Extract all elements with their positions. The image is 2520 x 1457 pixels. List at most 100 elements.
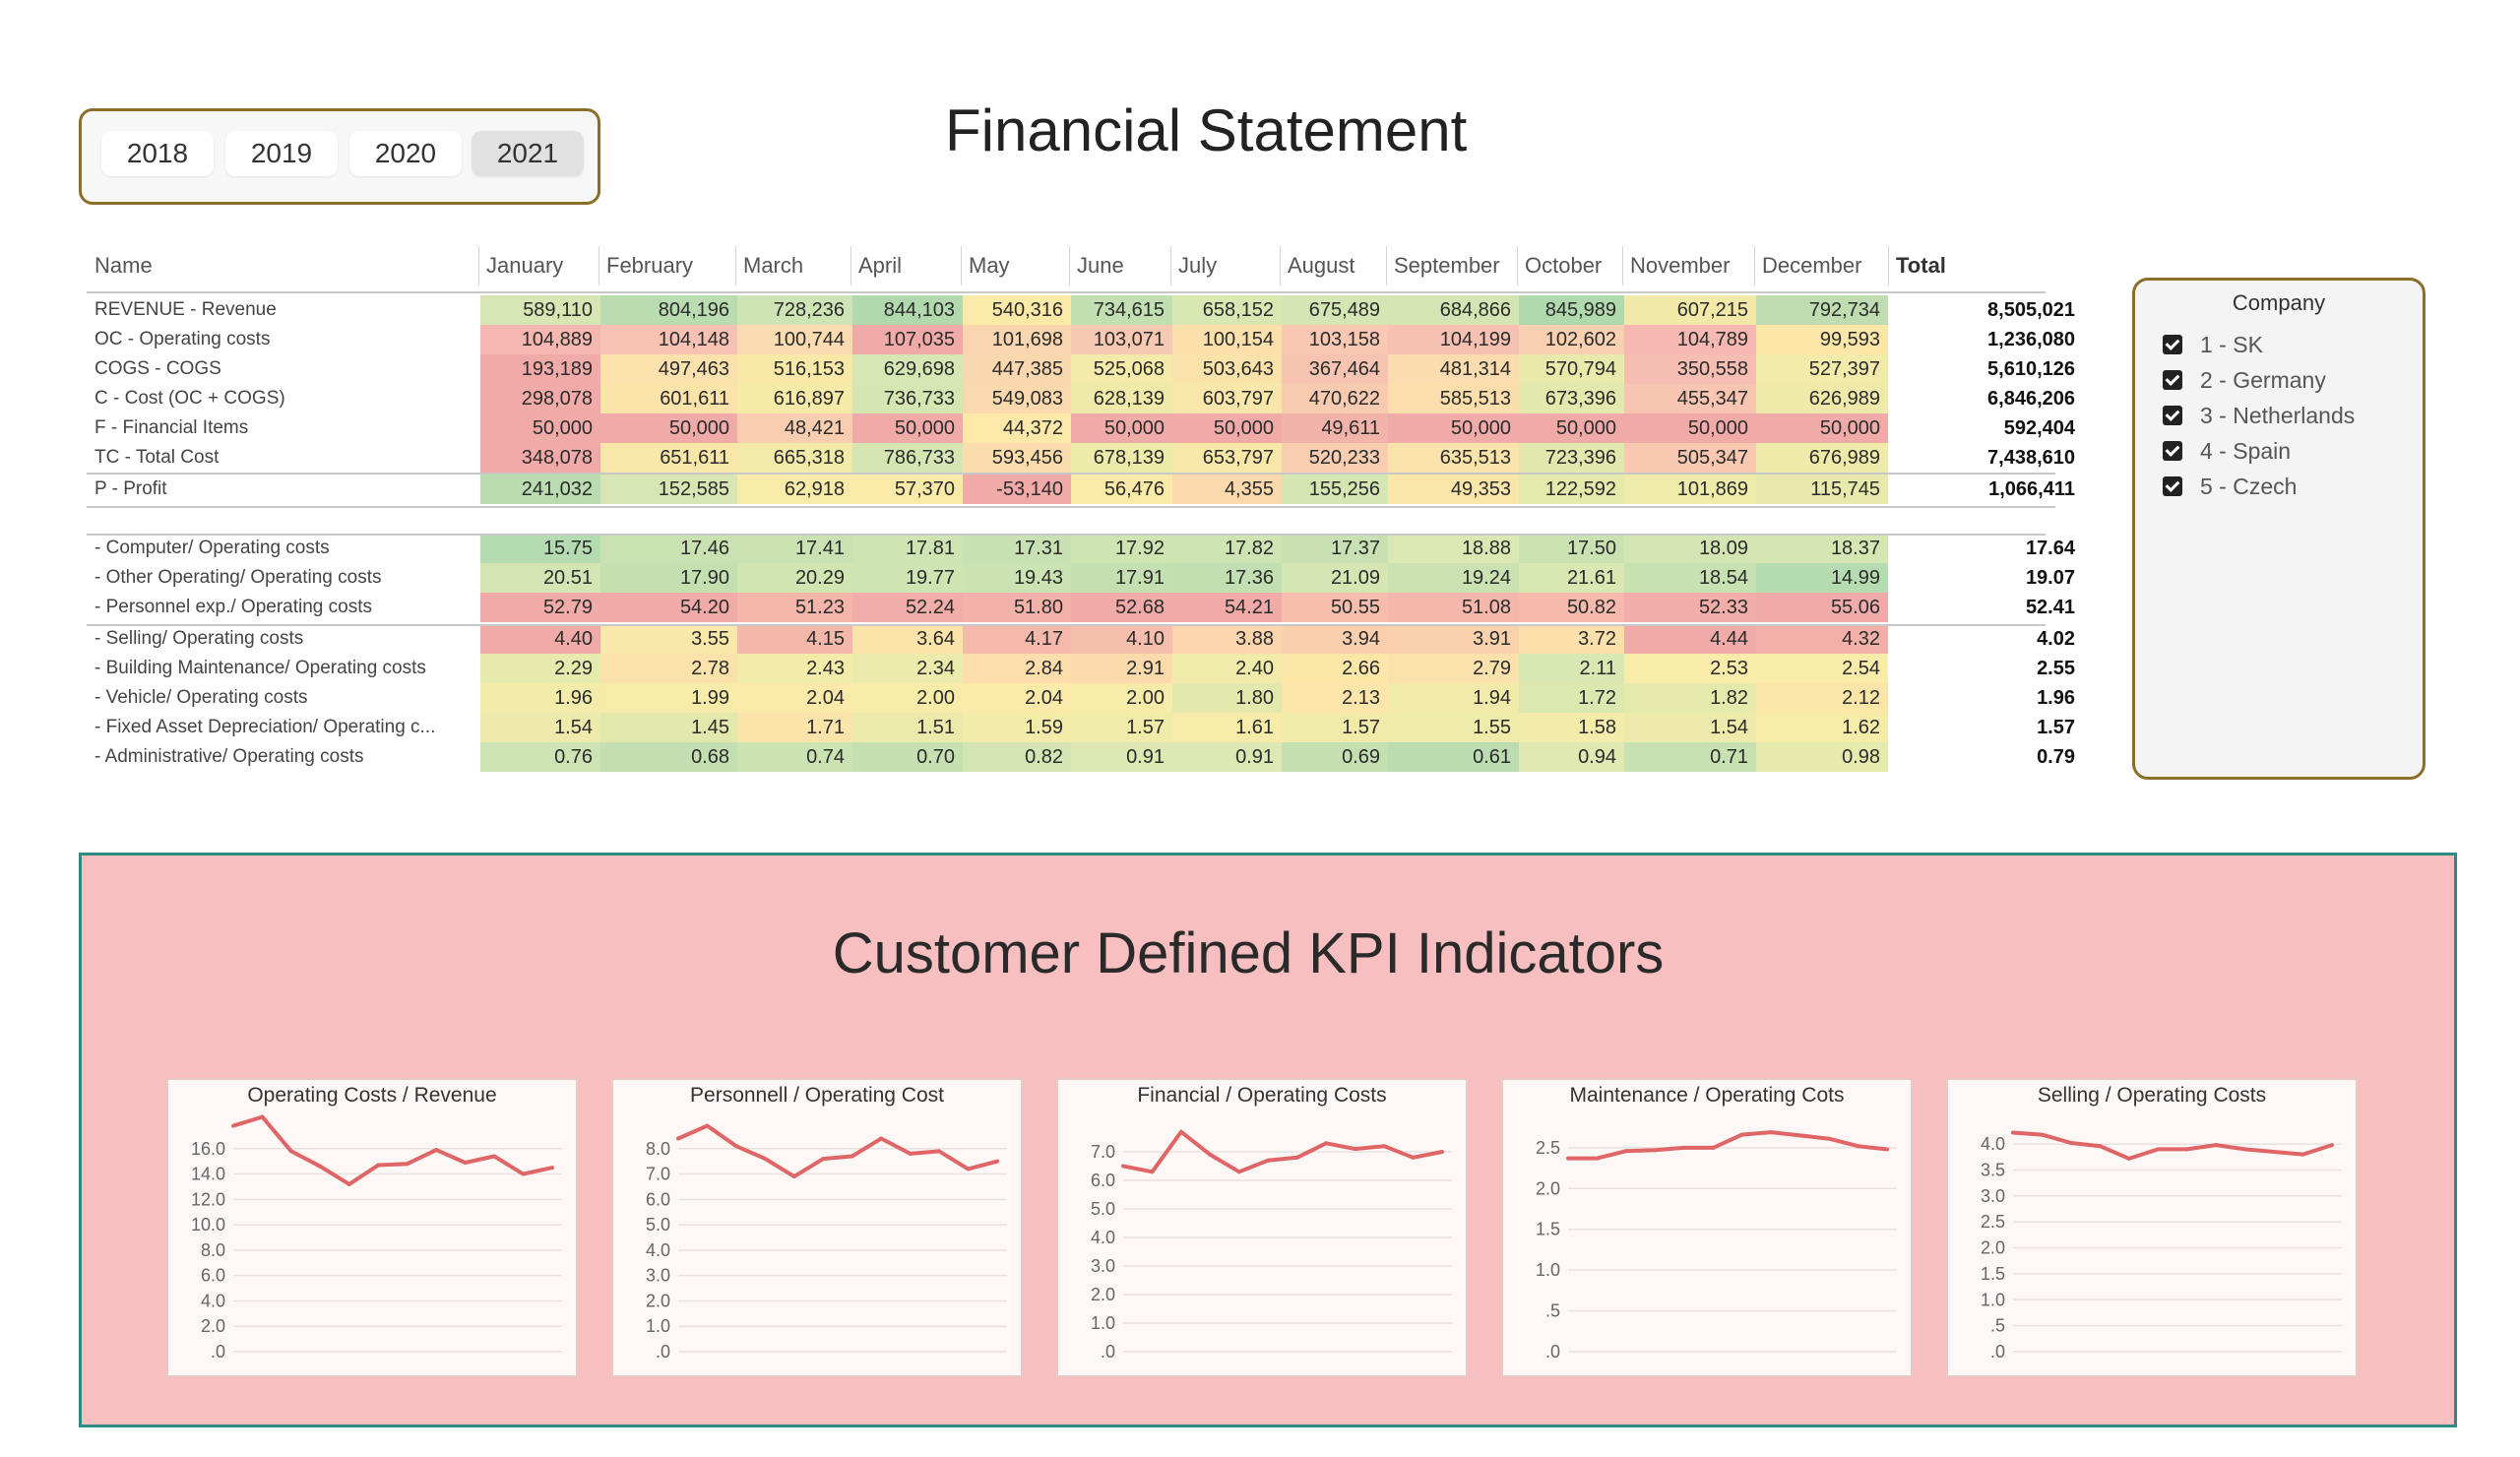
data-point[interactable] [2098, 1144, 2103, 1149]
series-line[interactable] [2012, 1130, 2333, 1161]
data-point[interactable] [966, 1167, 971, 1172]
checkbox-checked-icon[interactable] [2163, 334, 2182, 354]
column-header-month[interactable]: March [743, 253, 804, 278]
data-point[interactable] [376, 1163, 381, 1168]
data-point[interactable] [405, 1162, 410, 1167]
data-point[interactable] [1595, 1156, 1600, 1161]
data-point[interactable] [2126, 1156, 2131, 1161]
data-point[interactable] [1885, 1147, 1889, 1152]
checkbox-checked-icon[interactable] [2163, 440, 2182, 461]
data-point[interactable] [2184, 1147, 2189, 1152]
data-point[interactable] [2330, 1143, 2334, 1148]
data-point[interactable] [2272, 1150, 2277, 1154]
company-option-spain[interactable]: 4 - Spain [2163, 436, 2291, 466]
data-point[interactable] [1681, 1145, 1686, 1150]
data-point[interactable] [463, 1160, 468, 1165]
column-header-month[interactable]: December [1762, 253, 1862, 278]
column-header-month[interactable]: November [1630, 253, 1731, 278]
data-point[interactable] [1566, 1156, 1570, 1161]
year-button-2018[interactable]: 2018 [101, 131, 214, 176]
data-point[interactable] [550, 1166, 554, 1171]
data-point[interactable] [346, 1181, 351, 1186]
data-point[interactable] [821, 1157, 826, 1162]
data-point[interactable] [1324, 1141, 1329, 1146]
data-point[interactable] [2214, 1143, 2219, 1148]
kpi-chart-card[interactable]: Selling / Operating Costs 4.0 3.5 3.0 2.5 2.0… [1946, 1078, 2358, 1377]
column-header-month[interactable]: August [1288, 253, 1355, 278]
data-point[interactable] [1353, 1147, 1357, 1152]
data-point[interactable] [521, 1172, 526, 1176]
year-button-2019[interactable]: 2019 [225, 131, 338, 176]
data-point[interactable] [2242, 1147, 2247, 1152]
checkbox-checked-icon[interactable] [2163, 369, 2182, 390]
data-point[interactable] [705, 1123, 710, 1128]
data-point[interactable] [2156, 1147, 2161, 1152]
column-header-month[interactable]: May [969, 253, 1010, 278]
column-header-month[interactable]: June [1077, 253, 1124, 278]
data-point[interactable] [434, 1148, 439, 1153]
data-point[interactable] [1150, 1170, 1155, 1174]
kpi-chart-card[interactable]: Personnell / Operating Cost 8.0 7.0 6.0 5.0 4… [611, 1078, 1023, 1377]
data-point[interactable] [1382, 1144, 1387, 1149]
data-point[interactable] [1827, 1136, 1832, 1141]
data-point[interactable] [908, 1151, 913, 1156]
data-point[interactable] [318, 1164, 323, 1169]
data-point[interactable] [1236, 1170, 1241, 1174]
data-point[interactable] [879, 1136, 884, 1141]
data-point[interactable] [1711, 1145, 1716, 1150]
year-button-2020[interactable]: 2020 [349, 131, 462, 176]
data-point[interactable] [1294, 1155, 1299, 1160]
data-point[interactable] [763, 1157, 768, 1162]
column-header-month[interactable]: October [1525, 253, 1603, 278]
data-point[interactable] [791, 1174, 796, 1179]
data-point[interactable] [1623, 1149, 1628, 1154]
data-point[interactable] [2040, 1132, 2045, 1137]
data-point[interactable] [1856, 1144, 1860, 1149]
data-point[interactable] [1121, 1164, 1125, 1169]
company-option-sk[interactable]: 1 - SK [2163, 330, 2263, 359]
data-point[interactable] [1440, 1150, 1444, 1154]
company-option-germany[interactable]: 2 - Germany [2163, 365, 2326, 395]
data-point[interactable] [260, 1114, 265, 1119]
data-point[interactable] [1178, 1129, 1183, 1134]
data-point[interactable] [733, 1144, 738, 1149]
data-point[interactable] [1411, 1155, 1416, 1160]
checkbox-checked-icon[interactable] [2163, 405, 2182, 425]
data-point[interactable] [2300, 1152, 2305, 1157]
series-line[interactable] [677, 1123, 998, 1179]
column-header-month[interactable]: January [486, 253, 564, 278]
data-point[interactable] [1208, 1152, 1213, 1157]
data-point[interactable] [1739, 1132, 1744, 1137]
data-point[interactable] [1797, 1133, 1802, 1138]
data-point[interactable] [288, 1149, 293, 1154]
company-option-netherlands[interactable]: 3 - Netherlands [2163, 401, 2355, 430]
column-header-month[interactable]: February [606, 253, 694, 278]
data-point[interactable] [995, 1159, 999, 1164]
data-point[interactable] [676, 1136, 680, 1141]
kpi-chart-card[interactable]: Financial / Operating Costs 7.0 6.0 5.0 4.0 3… [1056, 1078, 1468, 1377]
data-point[interactable] [937, 1149, 942, 1154]
column-header-name[interactable]: Name [94, 253, 153, 278]
data-point[interactable] [2011, 1130, 2015, 1135]
series-line[interactable] [1568, 1130, 1888, 1161]
table-cell: 50,000 [1388, 413, 1519, 443]
table-cell: 845,989 [1519, 295, 1624, 325]
data-point[interactable] [850, 1154, 854, 1159]
column-header-month[interactable]: September [1394, 253, 1500, 278]
data-point[interactable] [1266, 1158, 1271, 1163]
series-line[interactable] [1122, 1129, 1443, 1174]
data-point[interactable] [1769, 1130, 1774, 1135]
checkbox-checked-icon[interactable] [2163, 475, 2182, 496]
column-header-month[interactable]: July [1178, 253, 1218, 278]
data-point[interactable] [492, 1154, 497, 1159]
kpi-chart-card[interactable]: Maintenance / Operating Cots 2.5 2.0 1.5 1.0… [1501, 1078, 1913, 1377]
column-header-total[interactable]: Total [1896, 253, 1946, 278]
data-point[interactable] [2068, 1141, 2073, 1146]
year-button-2021[interactable]: 2021 [472, 131, 584, 176]
column-header-month[interactable]: April [858, 253, 903, 278]
data-point[interactable] [1653, 1148, 1658, 1153]
company-option-czech[interactable]: 5 - Czech [2163, 472, 2297, 501]
kpi-chart-card[interactable]: Operating Costs / Revenue 16.0 14.0 12.0 10.… [166, 1078, 578, 1377]
series-line[interactable] [232, 1114, 553, 1186]
data-point[interactable] [231, 1123, 235, 1128]
